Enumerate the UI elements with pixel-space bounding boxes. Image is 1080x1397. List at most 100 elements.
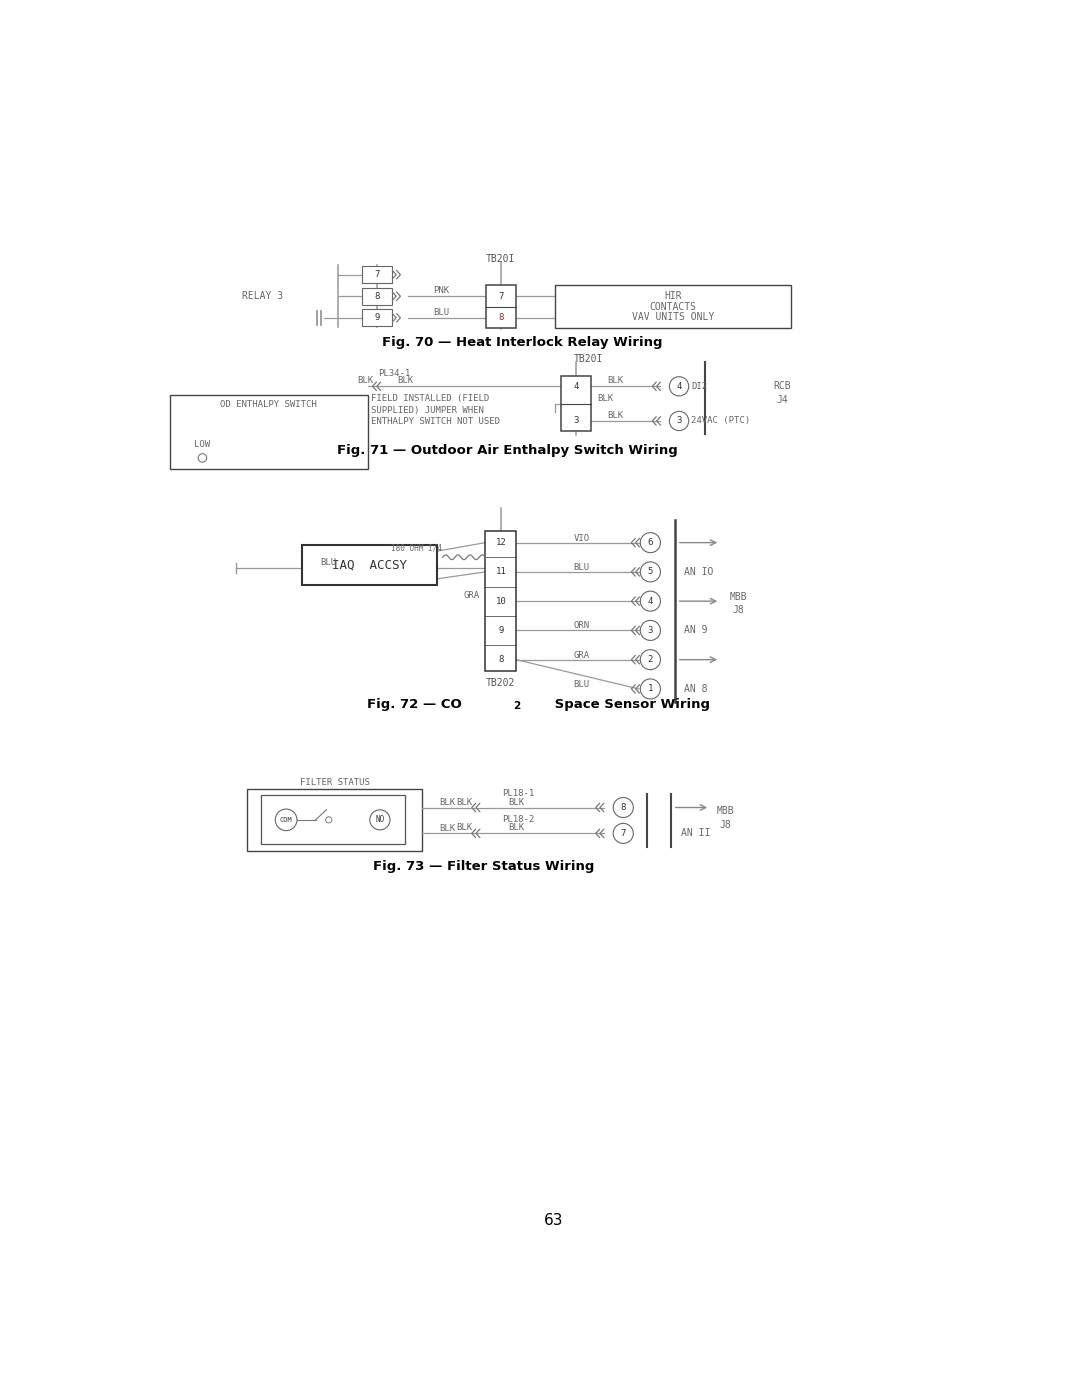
Text: BLK: BLK	[397, 376, 413, 386]
Circle shape	[670, 411, 689, 430]
Text: FIELD INSTALLED (FIELD: FIELD INSTALLED (FIELD	[372, 394, 489, 404]
Text: HIR: HIR	[664, 291, 683, 300]
Bar	[301, 545, 437, 585]
Text: BLU: BLU	[433, 307, 449, 317]
Text: 6: 6	[648, 538, 653, 548]
Text: BLK: BLK	[456, 823, 472, 833]
Circle shape	[640, 679, 661, 698]
Circle shape	[640, 562, 661, 583]
Text: AN II: AN II	[680, 828, 710, 838]
Text: VIO: VIO	[573, 534, 590, 542]
Circle shape	[275, 809, 297, 831]
Circle shape	[670, 377, 689, 395]
Text: 9: 9	[498, 626, 503, 634]
Text: 8: 8	[498, 313, 503, 323]
Text: 4: 4	[648, 597, 653, 606]
Text: MBB: MBB	[717, 806, 734, 816]
Text: Fig. 72 — CO: Fig. 72 — CO	[366, 698, 461, 711]
Text: SUPPLIED) JUMPER WHEN: SUPPLIED) JUMPER WHEN	[372, 405, 484, 415]
Circle shape	[326, 817, 332, 823]
Text: Fig. 73 — Filter Status Wiring: Fig. 73 — Filter Status Wiring	[373, 859, 594, 873]
Text: TB20I: TB20I	[486, 254, 515, 264]
Text: TB20I: TB20I	[573, 355, 603, 365]
Text: 3: 3	[648, 626, 653, 634]
Text: BLU: BLU	[573, 680, 590, 689]
Bar	[362, 267, 392, 284]
Text: 9: 9	[374, 313, 379, 323]
Bar	[170, 395, 367, 469]
Text: 5: 5	[648, 567, 653, 577]
Circle shape	[640, 532, 661, 553]
Bar	[486, 285, 515, 328]
Text: 7: 7	[498, 292, 503, 300]
Text: PL18-2: PL18-2	[502, 814, 535, 824]
Text: ENTHALPY SWITCH NOT USED: ENTHALPY SWITCH NOT USED	[372, 418, 500, 426]
Bar	[555, 285, 792, 328]
Text: RCB: RCB	[773, 381, 791, 391]
Text: 11: 11	[496, 567, 507, 577]
Text: 8: 8	[498, 655, 503, 664]
Text: J8: J8	[719, 820, 731, 830]
Circle shape	[640, 620, 661, 640]
Text: BLK: BLK	[597, 394, 613, 402]
Text: MBB: MBB	[730, 591, 747, 602]
Text: 3: 3	[676, 416, 681, 426]
Text: LOW: LOW	[194, 440, 211, 450]
Text: Space Sensor Wiring: Space Sensor Wiring	[550, 698, 710, 711]
Circle shape	[369, 810, 390, 830]
Text: BLK: BLK	[438, 824, 455, 833]
Text: BLK: BLK	[509, 823, 525, 833]
Text: BLK: BLK	[608, 376, 624, 386]
Bar	[485, 531, 516, 671]
Text: RELAY 3: RELAY 3	[242, 291, 283, 302]
Text: 63: 63	[543, 1213, 564, 1228]
Text: PNK: PNK	[433, 286, 449, 295]
Text: OD ENTHALPY SWITCH: OD ENTHALPY SWITCH	[220, 401, 318, 409]
Text: 7: 7	[621, 828, 626, 838]
Text: PL34-1: PL34-1	[378, 369, 410, 377]
Text: BLK: BLK	[438, 799, 455, 807]
Text: J8: J8	[733, 605, 744, 616]
Text: BLK: BLK	[509, 798, 525, 806]
Bar	[362, 309, 392, 327]
Text: 2: 2	[513, 701, 521, 711]
Text: 12: 12	[496, 538, 507, 548]
Text: FILTER STATUS: FILTER STATUS	[299, 778, 369, 788]
Text: 180 OHM I/4: 180 OHM I/4	[391, 543, 442, 553]
Circle shape	[613, 798, 633, 817]
Text: AN 9: AN 9	[685, 626, 708, 636]
Text: BLU: BLU	[321, 559, 337, 567]
Text: 24VAC (PTC): 24VAC (PTC)	[691, 416, 751, 426]
Text: AN IO: AN IO	[685, 567, 714, 577]
Text: VAV UNITS ONLY: VAV UNITS ONLY	[632, 313, 714, 323]
Text: COM: COM	[280, 817, 293, 823]
Text: PL18-1: PL18-1	[502, 789, 535, 798]
Text: IAQ  ACCSY: IAQ ACCSY	[332, 559, 407, 571]
Circle shape	[198, 454, 206, 462]
Text: Fig. 71 — Outdoor Air Enthalpy Switch Wiring: Fig. 71 — Outdoor Air Enthalpy Switch Wi…	[337, 444, 677, 457]
Text: BLK: BLK	[608, 411, 624, 420]
Text: AN 8: AN 8	[685, 685, 708, 694]
Text: 4: 4	[573, 381, 579, 391]
Text: TB202: TB202	[486, 678, 515, 687]
Text: 1: 1	[648, 685, 653, 693]
Text: 3: 3	[573, 416, 579, 426]
Text: 4: 4	[676, 381, 681, 391]
Text: ORN: ORN	[573, 622, 590, 630]
Text: Fig. 70 — Heat Interlock Relay Wiring: Fig. 70 — Heat Interlock Relay Wiring	[382, 335, 663, 349]
Text: DI2: DI2	[691, 381, 707, 391]
Text: 8: 8	[374, 292, 379, 300]
Bar	[362, 288, 392, 305]
Text: NO: NO	[375, 816, 384, 824]
Text: GRA: GRA	[463, 591, 480, 601]
Text: BLU: BLU	[573, 563, 590, 571]
Text: 8: 8	[621, 803, 626, 812]
Text: CONTACTS: CONTACTS	[650, 302, 697, 312]
Circle shape	[640, 591, 661, 610]
Text: 10: 10	[496, 597, 507, 606]
Text: 7: 7	[374, 270, 379, 279]
Text: 2: 2	[648, 655, 653, 664]
Circle shape	[640, 650, 661, 669]
Text: GRA: GRA	[573, 651, 590, 659]
Text: J4: J4	[777, 395, 788, 405]
